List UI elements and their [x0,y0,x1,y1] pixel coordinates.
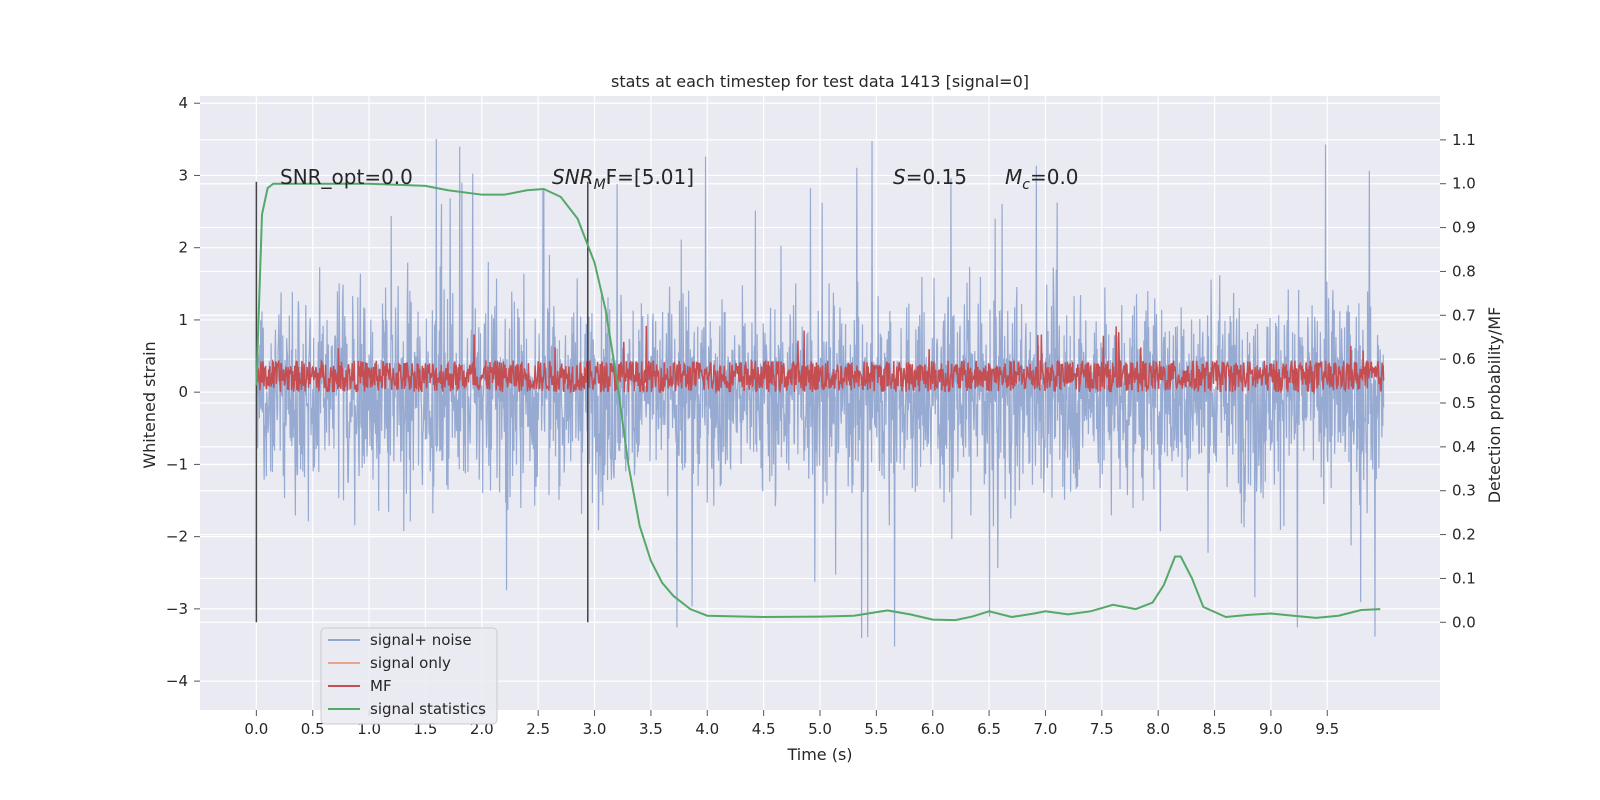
x-tick-label: 3.5 [639,720,663,738]
right-y-axis-label: Detection probability/MF [1485,307,1504,504]
right-y-tick-label: 0.9 [1452,219,1476,237]
x-tick-label: 0.5 [301,720,325,738]
right-y-tick-label: 0.7 [1452,306,1476,324]
x-tick-label: 4.5 [752,720,776,738]
legend-label-signal-plus-noise: signal+ noise [370,631,472,649]
legend-label-signal-statistics: signal statistics [370,700,486,718]
right-y-tick-label: 0.5 [1452,394,1476,412]
annotation-snr-mf-rest: F=[5.01] [606,165,694,189]
right-y-tick-label: 1.0 [1452,175,1476,193]
x-tick-label: 7.0 [1034,720,1058,738]
x-tick-label: 0.0 [244,720,268,738]
left-y-tick-label: 0 [178,383,188,401]
series-signal-plus-noise [255,139,1385,647]
left-y-axis-label: Whitened strain [140,341,159,468]
right-y-axis-ticks: 0.0 0.1 0.2 0.3 0.4 0.5 0.6 0.7 0.8 0.9 1.0 1.1 [1440,131,1476,631]
left-y-tick-label: −2 [166,528,188,546]
legend-label-signal-only: signal only [370,654,451,672]
legend-label-mf: MF [370,677,392,695]
annotation-snr-mf-sub: M [594,177,606,193]
mf-line [255,325,1385,395]
right-y-tick-label: 0.2 [1452,526,1476,544]
right-y-tick-label: 0.3 [1452,482,1476,500]
series-signal-statistics [255,182,1381,622]
legend-box [320,627,498,725]
x-tick-label: 8.5 [1203,720,1227,738]
x-tick-label: 3.0 [583,720,607,738]
x-tick-label: 9.0 [1259,720,1283,738]
x-tick-label: 8.0 [1146,720,1170,738]
right-y-tick-label: 0.6 [1452,350,1476,368]
x-tick-label: 9.5 [1315,720,1339,738]
left-y-tick-label: 1 [178,311,188,329]
x-tick-label: 5.0 [808,720,832,738]
x-tick-label: 5.5 [864,720,888,738]
annotation-mc-sub: c [1022,177,1030,193]
x-tick-label: 6.0 [921,720,945,738]
x-tick-label: 6.5 [977,720,1001,738]
right-y-tick-label: 0.4 [1452,438,1476,456]
legend: signal+ noise signal only MF signal stat… [320,627,498,725]
right-y-tick-label: 1.1 [1452,131,1476,149]
x-axis-label: Time (s) [786,745,852,764]
right-y-tick-label: 0.1 [1452,569,1476,587]
annotation-s-value: =0.15 [906,165,967,189]
x-tick-label: 2.5 [526,720,550,738]
signal-statistics-line [255,182,1381,622]
annotation-mc-rest: =0.0 [1030,165,1079,189]
right-y-tick-label: 0.8 [1452,262,1476,280]
signal-plus-noise-line [255,139,1385,647]
x-tick-label: 7.5 [1090,720,1114,738]
left-y-tick-label: 4 [178,94,188,112]
chart-title: stats at each timestep for test data 141… [611,72,1029,91]
x-tick-label: 4.0 [695,720,719,738]
right-y-tick-label: 0.0 [1452,613,1476,631]
annotation-s: S=0.15 [893,165,967,189]
annotation-s-symbol: S [893,165,906,189]
left-y-tick-label: −1 [166,455,188,473]
left-y-tick-label: 3 [178,166,188,184]
annotation-snr-opt: SNR_opt=0.0 [280,165,413,189]
left-y-tick-label: 2 [178,239,188,257]
vertical-markers [255,181,589,623]
series-mf [255,325,1385,395]
annotation-snr-mf: SNRMF=[5.01] [552,165,694,193]
left-y-tick-label: −4 [166,672,188,690]
annotation-mc: Mc=0.0 [1005,165,1079,193]
left-y-tick-label: −3 [166,600,188,618]
annotation-snr-mf-base: SNR [552,165,594,189]
annotation-mc-base: M [1005,165,1022,189]
left-y-axis-ticks: −4 −3 −2 −1 0 1 2 3 4 [166,94,200,690]
